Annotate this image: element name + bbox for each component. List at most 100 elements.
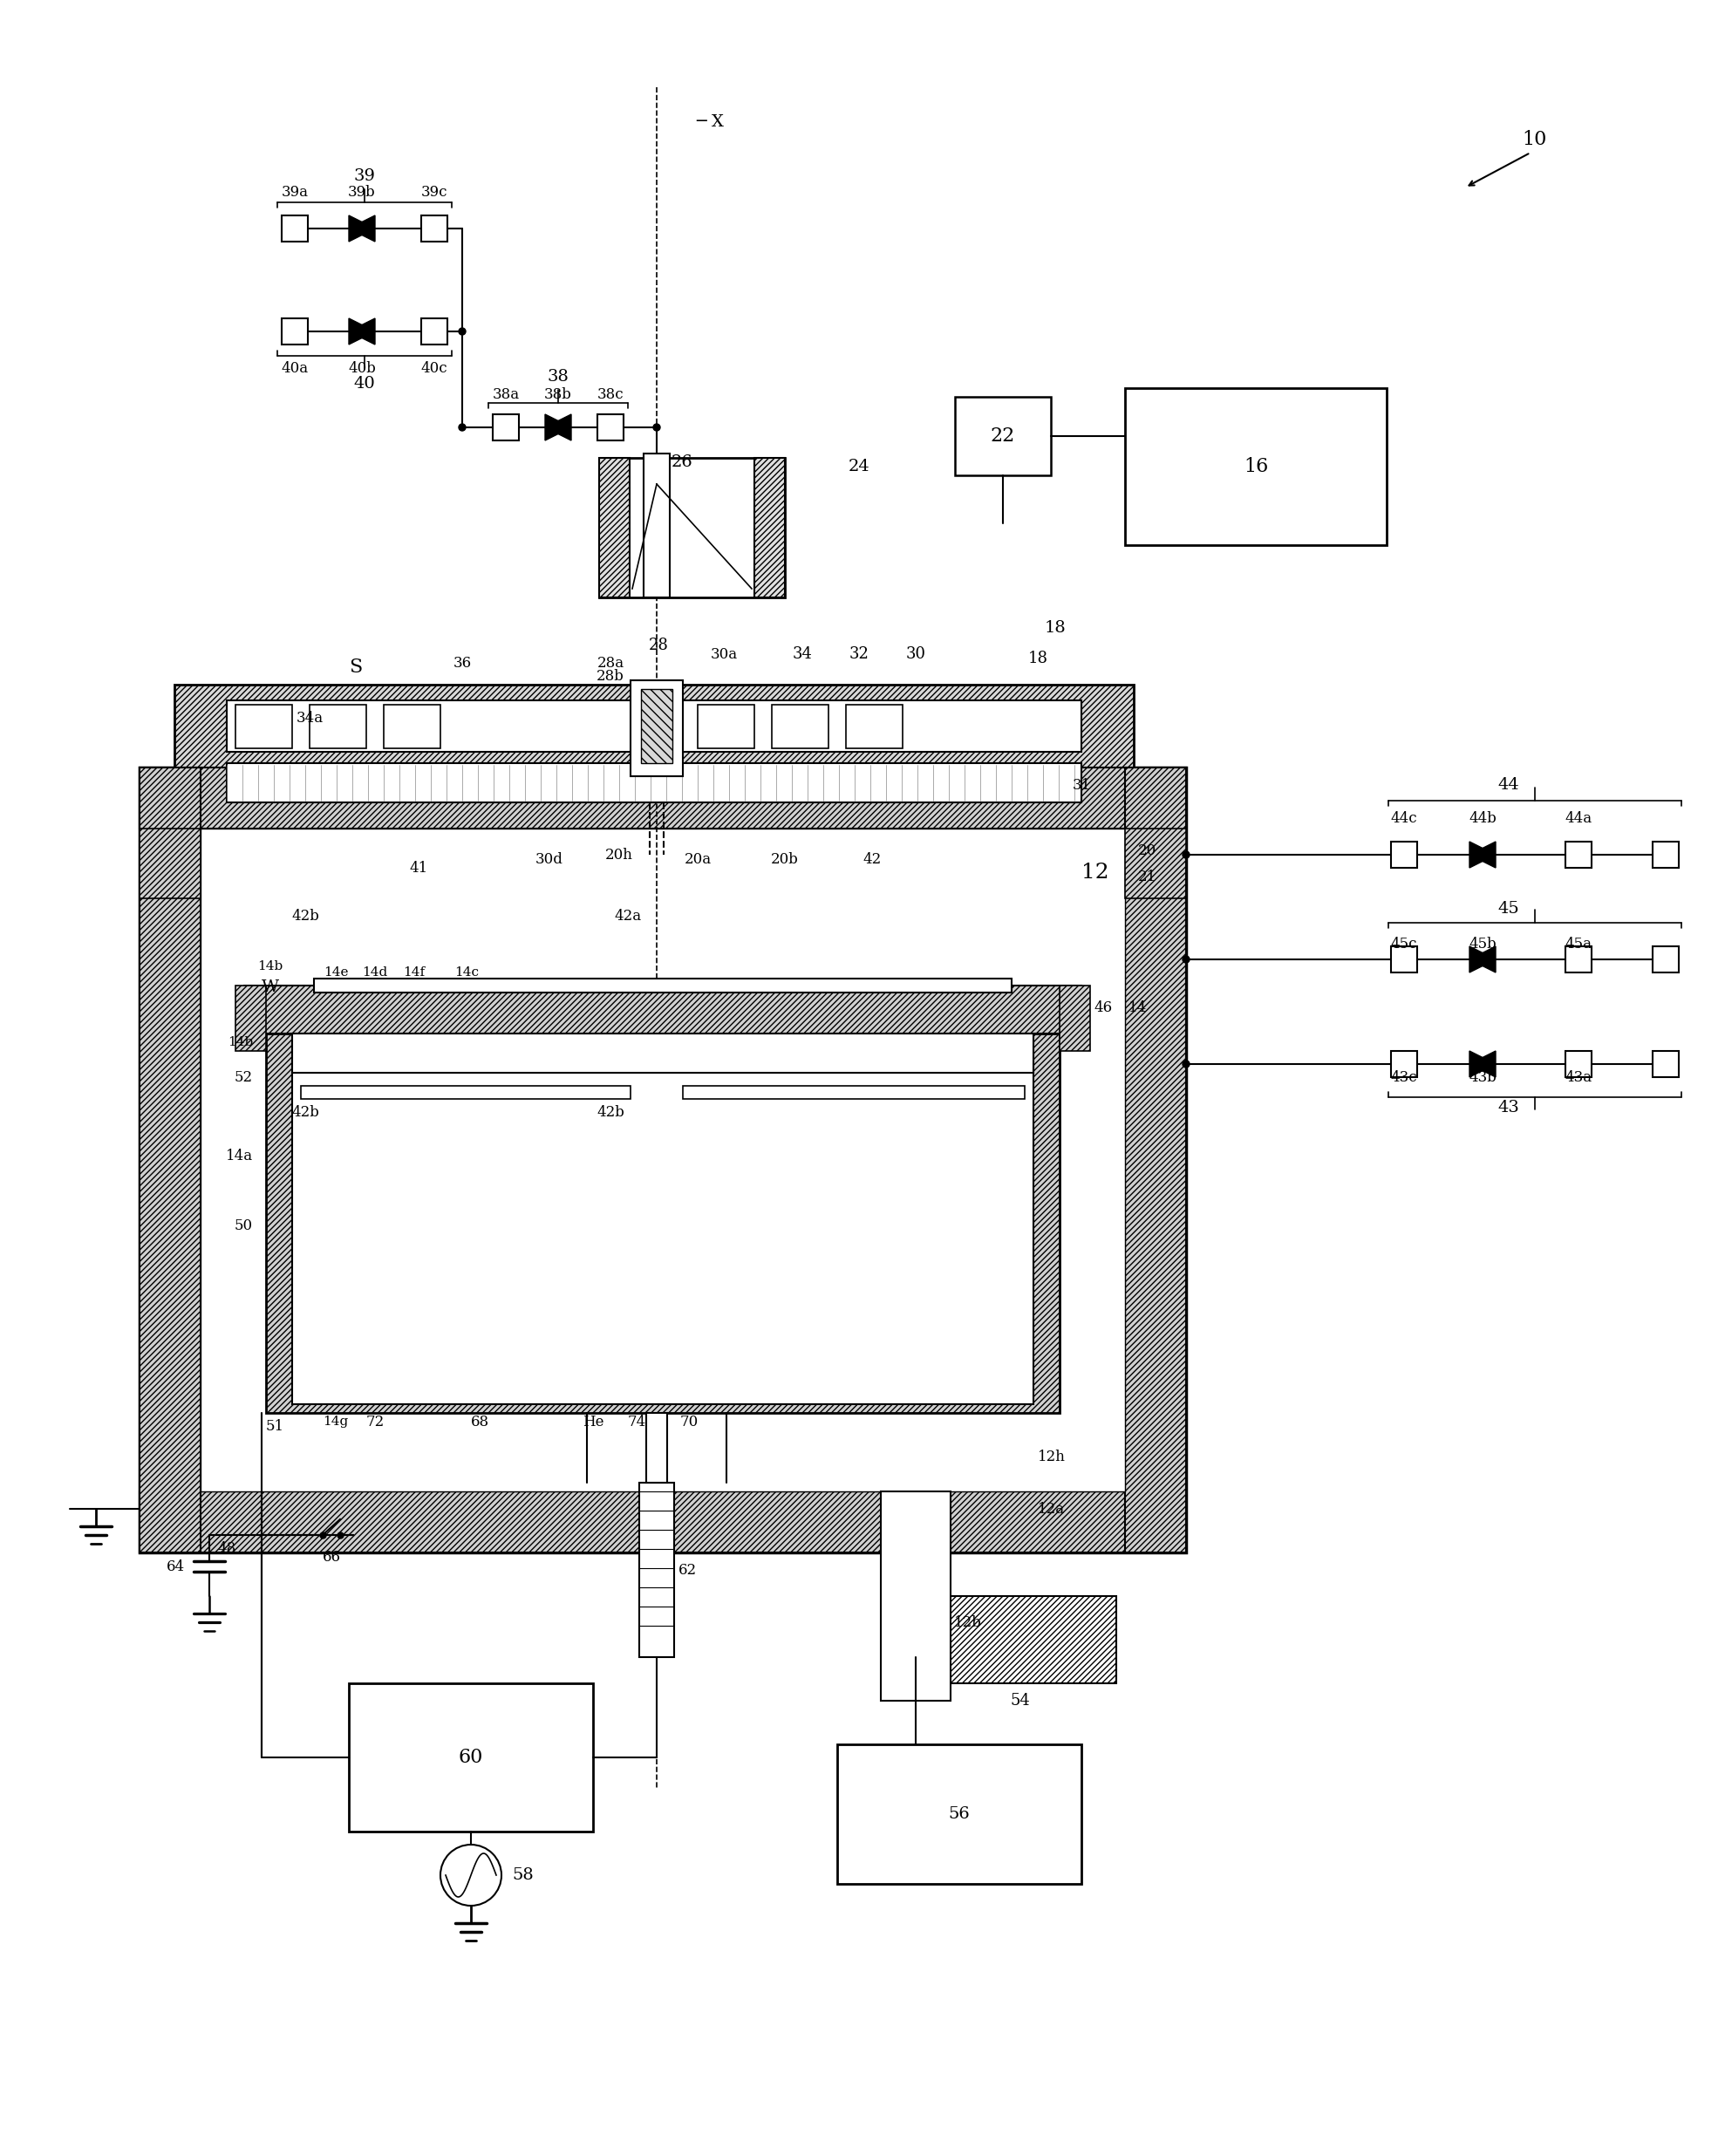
Bar	[697, 705, 754, 748]
Bar	[1125, 388, 1387, 545]
Text: 52: 52	[235, 1069, 254, 1084]
Text: 43a: 43a	[1565, 1069, 1592, 1084]
Text: 38b: 38b	[545, 386, 573, 401]
Text: 46: 46	[1094, 1000, 1113, 1015]
Text: 18: 18	[1044, 621, 1066, 636]
Bar	[1390, 946, 1418, 972]
Text: 45: 45	[1497, 901, 1520, 916]
Bar	[421, 319, 447, 345]
Text: 39c: 39c	[421, 185, 447, 198]
Text: 38c: 38c	[597, 386, 624, 401]
Bar	[1565, 1050, 1592, 1078]
Bar	[1390, 841, 1418, 869]
Polygon shape	[545, 414, 571, 440]
Bar	[1125, 768, 1187, 1552]
Bar	[300, 1087, 631, 1100]
Text: 12h: 12h	[1038, 1449, 1066, 1464]
Text: 58: 58	[512, 1867, 535, 1882]
Text: W: W	[262, 979, 279, 996]
Bar	[683, 1087, 1025, 1100]
Circle shape	[1183, 852, 1190, 858]
Text: 51: 51	[266, 1419, 285, 1434]
Bar	[140, 828, 200, 899]
Text: 28b: 28b	[597, 668, 624, 683]
Text: ─ X: ─ X	[695, 114, 724, 129]
Bar	[226, 701, 1082, 752]
Text: 42: 42	[862, 852, 881, 867]
Text: 40: 40	[354, 375, 376, 392]
Polygon shape	[1470, 1050, 1496, 1078]
Bar	[1565, 946, 1592, 972]
Text: 43b: 43b	[1468, 1069, 1497, 1084]
Text: 50: 50	[235, 1218, 254, 1233]
Bar	[226, 763, 1082, 802]
Text: 36: 36	[454, 655, 471, 671]
Bar	[348, 1684, 593, 1833]
Text: 68: 68	[471, 1414, 488, 1429]
Text: 18: 18	[1028, 651, 1047, 666]
Bar	[292, 1041, 1033, 1404]
Polygon shape	[348, 216, 374, 241]
Bar	[236, 705, 292, 748]
Text: 54: 54	[1011, 1692, 1030, 1708]
Bar	[200, 828, 1125, 1492]
Polygon shape	[348, 319, 374, 345]
Text: 42b: 42b	[292, 1104, 319, 1119]
Text: 16: 16	[1244, 457, 1268, 476]
Polygon shape	[1470, 946, 1496, 972]
Bar	[383, 705, 440, 748]
Text: 39: 39	[354, 168, 376, 183]
Text: 12a: 12a	[1038, 1501, 1064, 1516]
Bar	[493, 414, 519, 440]
Bar	[640, 1483, 674, 1658]
Polygon shape	[545, 414, 571, 440]
Text: 14b: 14b	[257, 959, 283, 972]
Text: 30d: 30d	[535, 852, 564, 867]
Bar	[281, 319, 307, 345]
Text: 20: 20	[1138, 843, 1157, 858]
Text: 30: 30	[906, 647, 926, 662]
Polygon shape	[1470, 841, 1496, 869]
Bar	[314, 979, 1011, 992]
Text: 14g: 14g	[323, 1416, 348, 1427]
Bar	[245, 985, 1082, 1033]
Bar	[599, 457, 785, 597]
Bar	[837, 1744, 1082, 1884]
Text: 40c: 40c	[421, 360, 449, 375]
Bar	[956, 397, 1051, 474]
Text: 28: 28	[649, 638, 668, 653]
Text: 44b: 44b	[1468, 811, 1497, 826]
Text: 14b: 14b	[228, 1037, 254, 1048]
Text: S: S	[348, 658, 362, 677]
Text: 44a: 44a	[1565, 811, 1592, 826]
Text: He: He	[583, 1414, 604, 1429]
Text: 14f: 14f	[404, 966, 424, 979]
Text: 12b: 12b	[954, 1615, 982, 1630]
Text: 31: 31	[1073, 778, 1092, 793]
Text: 74: 74	[628, 1414, 645, 1429]
Circle shape	[440, 1846, 502, 1906]
Bar	[266, 1033, 1059, 1412]
Circle shape	[1183, 955, 1190, 964]
Bar	[643, 453, 669, 597]
Bar	[1059, 985, 1090, 1050]
Text: 20h: 20h	[605, 847, 633, 862]
Text: 12: 12	[1082, 862, 1109, 882]
Text: 40b: 40b	[348, 360, 376, 375]
Text: 41: 41	[409, 860, 428, 875]
Text: 45a: 45a	[1565, 936, 1592, 951]
Text: 38: 38	[547, 369, 569, 384]
Bar	[1565, 841, 1592, 869]
Bar	[1390, 1050, 1418, 1078]
Text: 20a: 20a	[685, 852, 711, 867]
Text: 45c: 45c	[1390, 936, 1418, 951]
Bar	[292, 1033, 1033, 1074]
Bar	[309, 705, 366, 748]
Bar	[236, 985, 266, 1050]
Text: 40a: 40a	[281, 360, 309, 375]
Text: 14e: 14e	[323, 966, 348, 979]
Polygon shape	[1470, 841, 1496, 869]
Text: 32: 32	[849, 647, 869, 662]
Text: 14: 14	[1128, 1000, 1147, 1015]
Bar	[140, 768, 200, 1552]
